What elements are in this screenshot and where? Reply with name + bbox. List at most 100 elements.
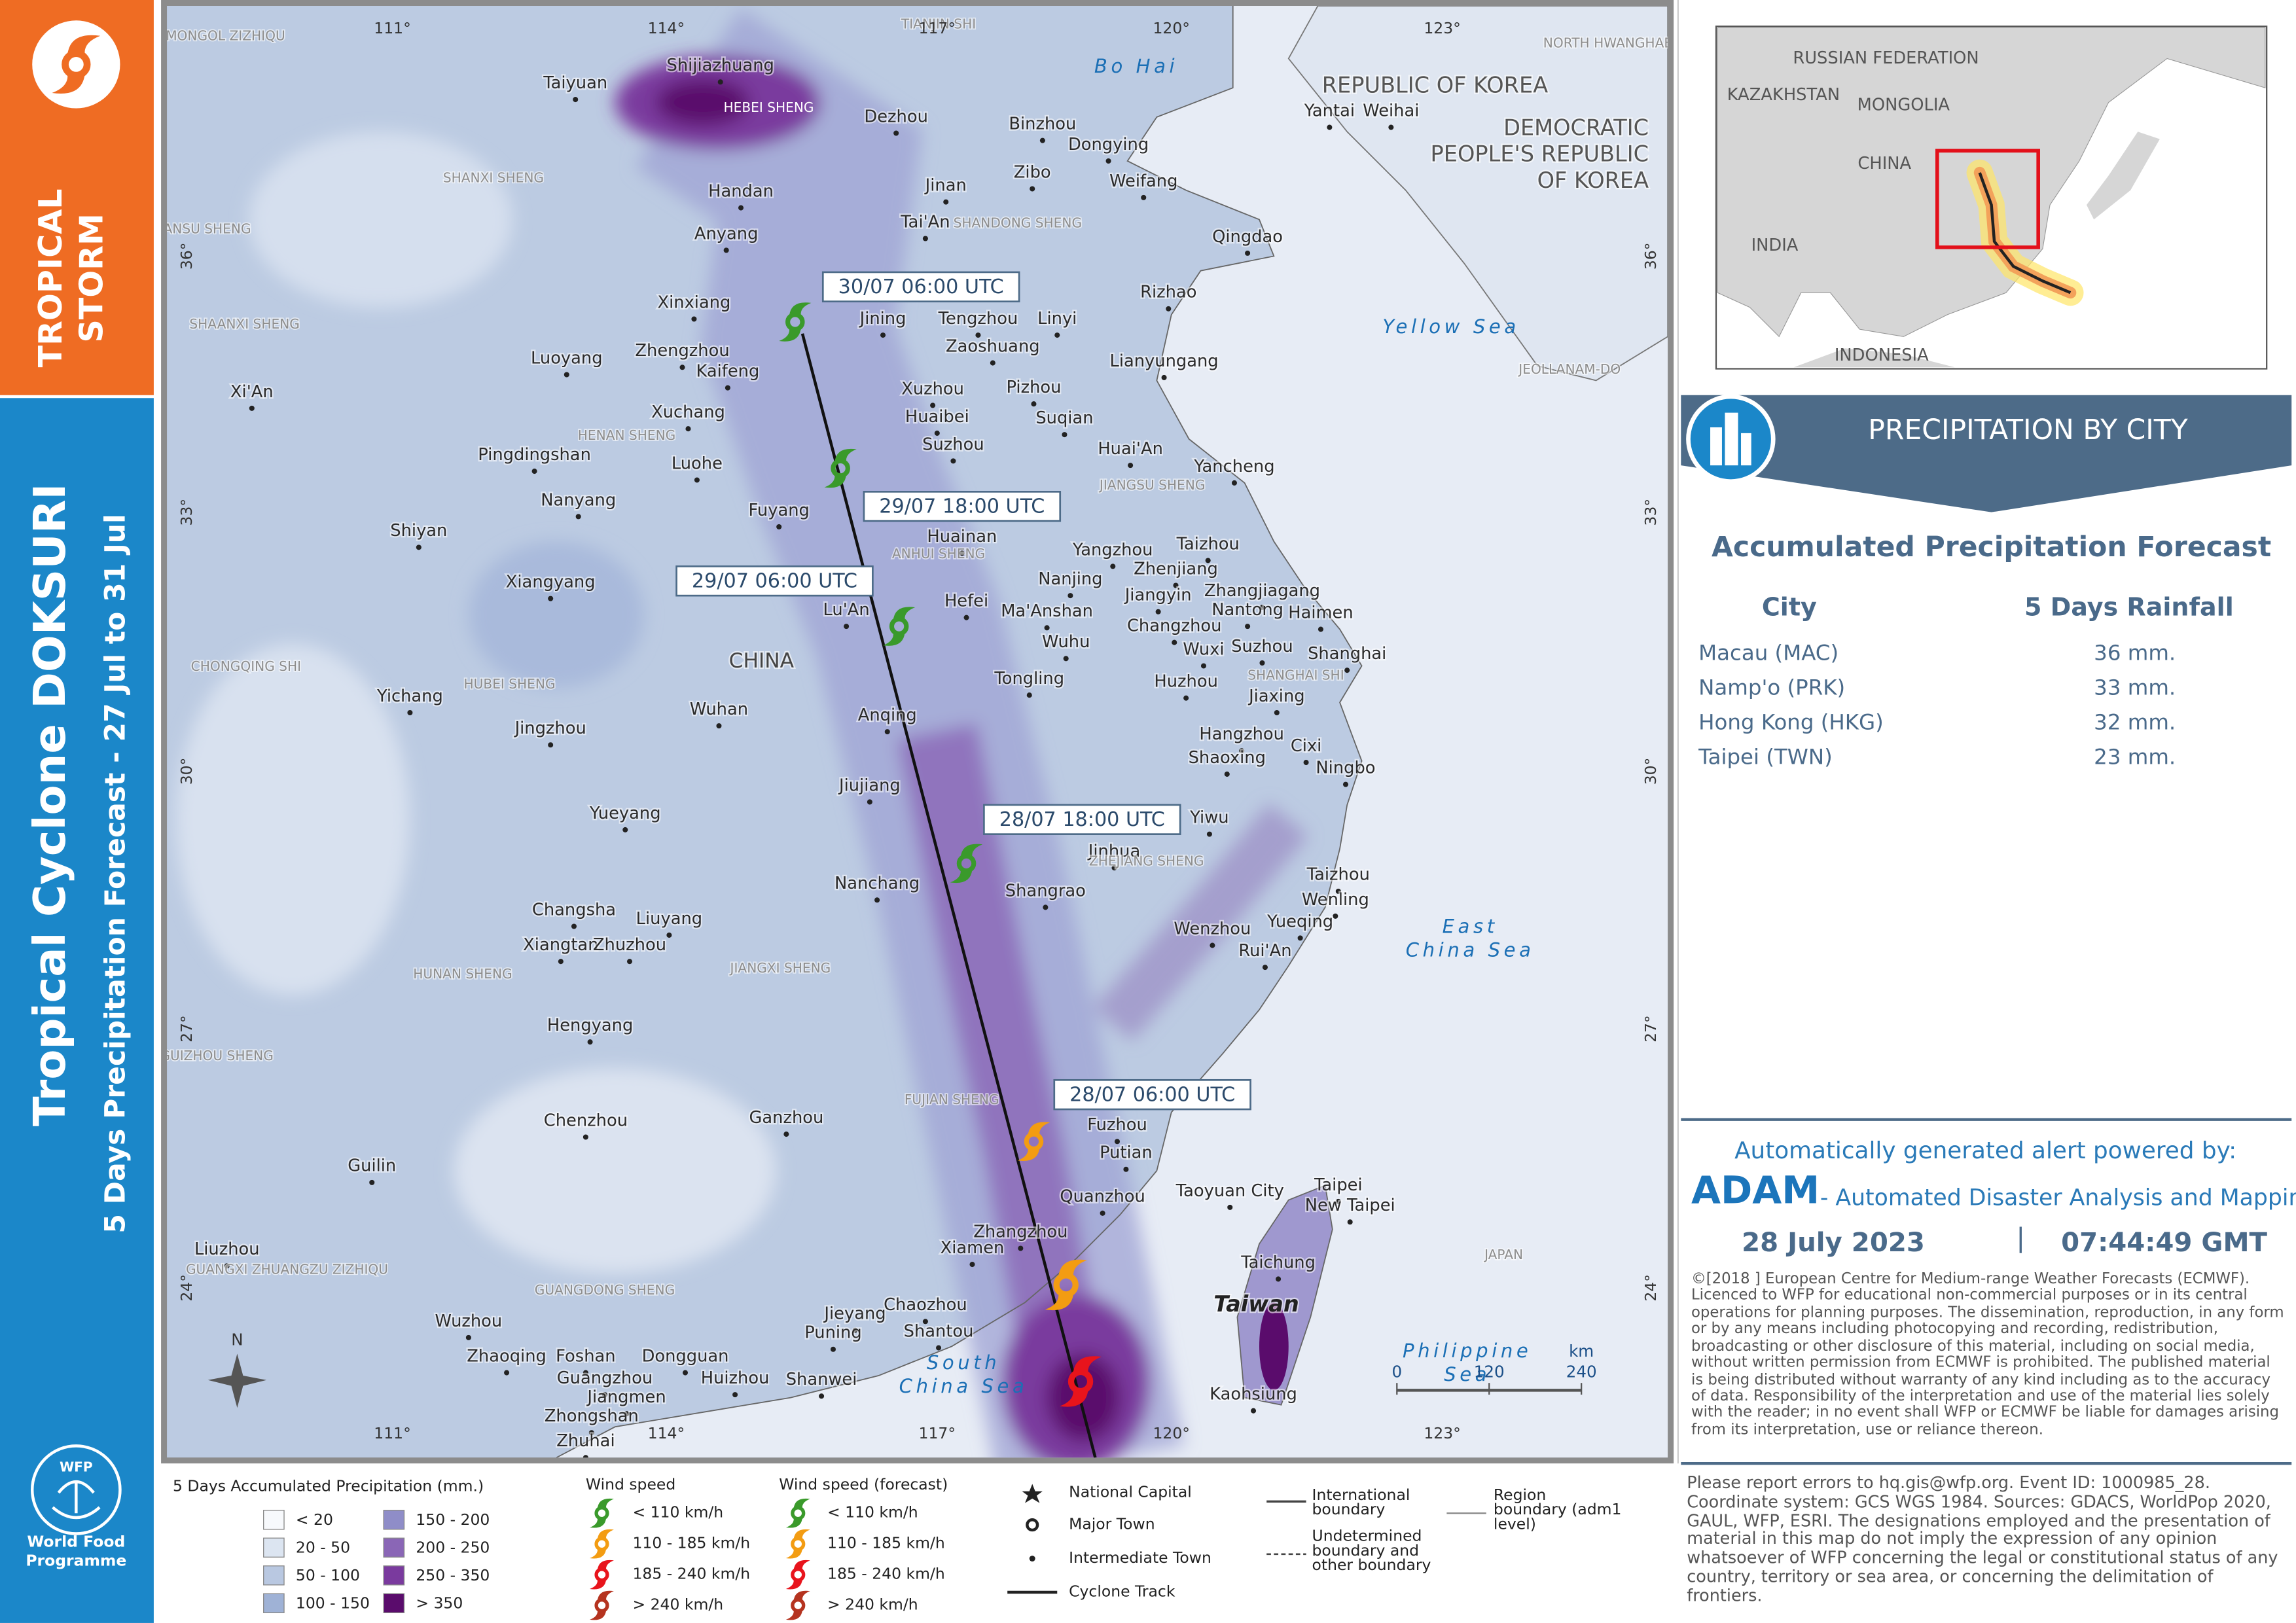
track-label: 29/07 06:00 UTC xyxy=(692,569,857,592)
scale-tick: 240 xyxy=(1566,1363,1597,1382)
coastline xyxy=(556,5,1363,1458)
legend-title: Wind speed (forecast) xyxy=(779,1475,948,1493)
town-dot xyxy=(1245,250,1251,256)
country-label: OF KOREA xyxy=(1537,168,1649,193)
legend-swatch xyxy=(263,1593,285,1613)
city-label: Ma'Anshan xyxy=(1001,601,1093,621)
symbol-major-town xyxy=(1026,1518,1039,1532)
town-dot xyxy=(1245,624,1251,630)
city-label: Wenzhou xyxy=(1174,919,1251,938)
town-dot xyxy=(1344,668,1350,673)
city-label: Suzhou xyxy=(922,435,984,454)
town-dot xyxy=(531,469,537,474)
alert-intro: Automatically generated alert powered by… xyxy=(1734,1137,2236,1164)
alert-time: 07:44:49 GMT xyxy=(2061,1228,2267,1258)
inset-label: MONGOLIA xyxy=(1857,96,1950,115)
town-dot xyxy=(558,959,564,965)
city-label: Lianyungang xyxy=(1110,351,1219,371)
town-dot xyxy=(548,742,554,748)
category: STORM xyxy=(73,213,111,343)
town-dot xyxy=(1173,582,1179,588)
lon-tick: 117° xyxy=(919,19,956,37)
city-label: Xiangtan xyxy=(523,935,598,955)
legend-label: > 240 km/h xyxy=(632,1596,723,1614)
city-label: Hangzhou xyxy=(1199,724,1284,744)
legend-swatch xyxy=(383,1565,405,1586)
city-label: Zhaoqing xyxy=(467,1346,547,1366)
town-dot xyxy=(1342,781,1349,787)
town-dot xyxy=(1200,663,1207,669)
legend-label: boundary xyxy=(1312,1500,1386,1518)
legend-label: 100 - 150 xyxy=(296,1594,370,1612)
city-label: Wuhan xyxy=(690,700,748,719)
legend-label: Major Town xyxy=(1069,1515,1155,1533)
city-label: Changsha xyxy=(532,900,616,919)
legend-cyclone xyxy=(590,1499,614,1528)
town-dot xyxy=(922,1319,928,1325)
legend-label: > 350 xyxy=(416,1594,463,1612)
region-label: GANSU SHENG xyxy=(153,221,251,237)
lon-tick: 111° xyxy=(374,19,411,37)
town-dot xyxy=(583,1370,588,1376)
town-dot xyxy=(1224,771,1230,777)
city-label: Liuyang xyxy=(636,909,702,929)
lon-tick: 114° xyxy=(648,19,685,37)
sea-label: China Sea xyxy=(899,1375,1028,1397)
town-dot xyxy=(1276,1276,1282,1282)
city-label: Guangzhou xyxy=(557,1368,653,1388)
town-dot xyxy=(1063,656,1069,662)
town-dot xyxy=(1105,158,1111,164)
scale-tick: 0 xyxy=(1391,1363,1402,1382)
city-label: Dongying xyxy=(1068,135,1149,154)
town-dot xyxy=(1161,374,1167,380)
city-label: Suzhou xyxy=(1231,637,1293,656)
city-label: Foshan xyxy=(556,1346,615,1366)
city-label: Shantou xyxy=(904,1321,974,1341)
town-dot xyxy=(1262,965,1268,971)
city-label: Shanghai xyxy=(1308,644,1386,664)
inset-extent xyxy=(1935,149,2040,249)
town-dot xyxy=(1274,710,1280,716)
region-label: HENAN SHENG xyxy=(578,427,675,443)
city-label: Jiangmen xyxy=(586,1387,666,1407)
logo-text: WFP xyxy=(60,1459,93,1474)
city-label: Xuchang xyxy=(651,402,725,422)
legend-label: 110 - 185 km/h xyxy=(827,1534,945,1552)
region-label: ANHUI SHENG xyxy=(892,546,985,562)
town-dot xyxy=(1018,1245,1024,1251)
city-label: Huai'An xyxy=(1098,439,1163,459)
city-label: Pingdingshan xyxy=(478,445,591,465)
sea-label: Bo Hai xyxy=(1094,55,1178,77)
town-dot xyxy=(679,365,685,370)
region-label: ZHEJIANG SHENG xyxy=(1089,853,1204,869)
town-dot xyxy=(1062,432,1067,438)
town-dot xyxy=(601,1392,607,1398)
city-label: Zhuhai xyxy=(556,1431,615,1451)
legend-label: International xyxy=(1312,1486,1410,1504)
brand: ADAM xyxy=(1691,1168,1820,1213)
inset-label: INDONESIA xyxy=(1835,346,1929,365)
legend-cyclone xyxy=(786,1529,810,1559)
city-label: Zhenjiang xyxy=(1134,559,1218,579)
city-label: Yueqing xyxy=(1266,912,1333,931)
legend-label: boundary (adm1 xyxy=(1494,1500,1622,1518)
town-dot xyxy=(969,1262,975,1268)
panel-title: PRECIPITATION BY CITY xyxy=(1868,414,2188,446)
inset-label: RUSSIAN FEDERATION xyxy=(1793,48,1979,68)
city-label: Xiangyang xyxy=(506,573,596,592)
town-dot xyxy=(725,385,730,391)
footer-note: Please report errors to hq.gis@wfp.org. … xyxy=(1687,1472,2278,1605)
region-label: JIANGXI SHENG xyxy=(729,960,831,976)
town-dot xyxy=(1297,935,1303,941)
legend-label: 185 - 240 km/h xyxy=(632,1565,750,1583)
town-dot xyxy=(922,236,928,241)
korea xyxy=(1287,5,1668,382)
town-dot xyxy=(1043,904,1049,910)
sea-label: Sea xyxy=(1444,1363,1490,1385)
town-dot xyxy=(1026,692,1032,698)
city-label: Zhengzhou xyxy=(635,341,729,361)
region-label: TIANJIN SHI xyxy=(901,16,976,32)
city-name: Namp'o (PRK) xyxy=(1698,675,1845,700)
legend-label: < 110 km/h xyxy=(632,1503,723,1522)
